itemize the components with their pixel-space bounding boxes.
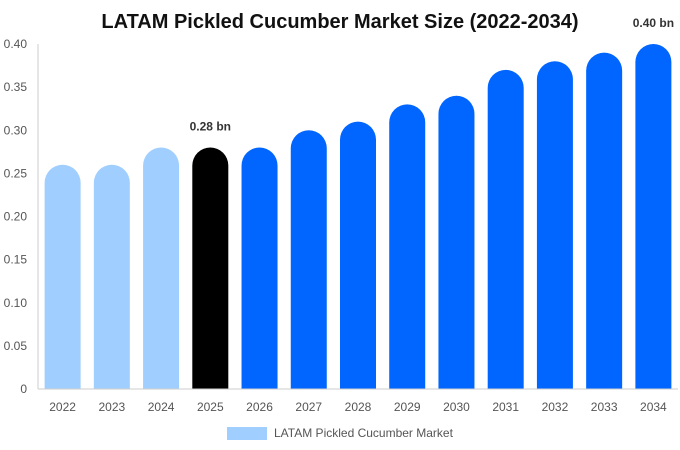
y-tick-label: 0 bbox=[20, 382, 27, 396]
legend-label[interactable]: LATAM Pickled Cucumber Market bbox=[274, 426, 454, 440]
y-tick-label: 0.05 bbox=[4, 339, 28, 353]
data-label: 0.28 bn bbox=[190, 120, 231, 134]
y-tick-label: 0.15 bbox=[4, 253, 28, 267]
x-tick-label: 2028 bbox=[345, 400, 372, 414]
bar-2024[interactable] bbox=[143, 147, 180, 390]
x-tick-label: 2024 bbox=[148, 400, 175, 414]
y-axis: 0 0.05 0.10 0.15 0.20 0.25 0.30 0.35 0.40 bbox=[4, 37, 39, 396]
bar-2027[interactable] bbox=[290, 130, 327, 390]
x-axis: 2022 2023 2024 2025 2026 2027 2028 2029 2030 2031… bbox=[38, 388, 678, 414]
legend[interactable]: LATAM Pickled Cucumber Market bbox=[227, 426, 454, 440]
y-tick-label: 0.25 bbox=[4, 166, 28, 180]
bar-2022[interactable] bbox=[44, 164, 81, 389]
x-tick-label: 2022 bbox=[49, 400, 76, 414]
bar-2029[interactable] bbox=[389, 104, 426, 389]
x-tick-label: 2027 bbox=[295, 400, 322, 414]
y-tick-label: 0.35 bbox=[4, 80, 28, 94]
bars bbox=[44, 44, 672, 390]
y-tick-label: 0.30 bbox=[4, 123, 28, 137]
bar-2034[interactable] bbox=[635, 44, 672, 389]
x-tick-label: 2023 bbox=[98, 400, 125, 414]
x-tick-label: 2032 bbox=[542, 400, 569, 414]
x-tick-label: 2031 bbox=[492, 400, 519, 414]
bar-2025[interactable] bbox=[192, 147, 229, 390]
y-tick-label: 0.10 bbox=[4, 296, 28, 310]
x-tick-label: 2034 bbox=[640, 400, 667, 414]
x-tick-label: 2030 bbox=[443, 400, 470, 414]
x-tick-label: 2029 bbox=[394, 400, 421, 414]
legend-swatch[interactable] bbox=[227, 427, 267, 440]
y-tick-label: 0.40 bbox=[4, 37, 28, 51]
data-labels: 0.28 bn 0.40 bn bbox=[190, 16, 674, 134]
y-tick-label: 0.20 bbox=[4, 210, 28, 224]
bar-2030[interactable] bbox=[438, 95, 475, 389]
x-tick-label: 2033 bbox=[591, 400, 618, 414]
chart-title: LATAM Pickled Cucumber Market Size (2022… bbox=[101, 11, 578, 33]
x-tick-label: 2025 bbox=[197, 400, 224, 414]
bar-2031[interactable] bbox=[487, 69, 524, 389]
bar-2028[interactable] bbox=[340, 121, 376, 389]
bar-2033[interactable] bbox=[586, 52, 623, 389]
bar-2023[interactable] bbox=[93, 164, 130, 389]
data-label: 0.40 bn bbox=[633, 16, 674, 30]
bar-2032[interactable] bbox=[536, 61, 573, 389]
x-tick-label: 2026 bbox=[246, 400, 273, 414]
bar-2026[interactable] bbox=[241, 147, 278, 389]
